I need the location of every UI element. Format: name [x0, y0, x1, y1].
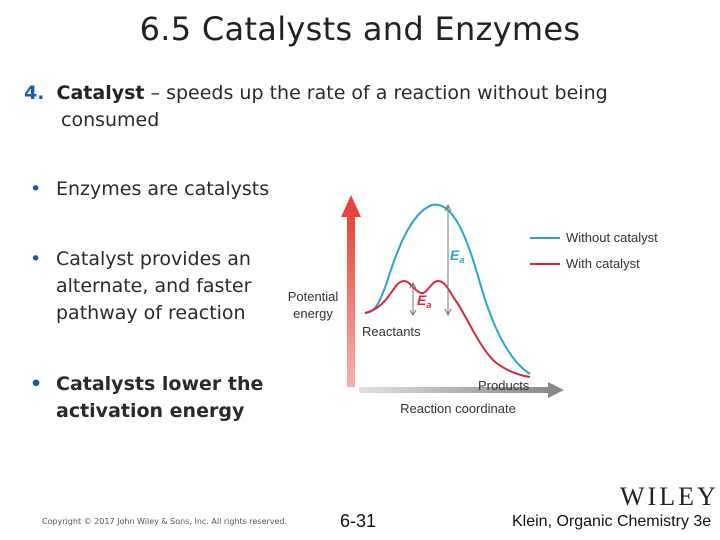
definition-line-1: 4. Catalyst – speeds up the rate of a re…	[24, 80, 664, 107]
definition-term: Catalyst	[56, 82, 145, 104]
definition-item: 4. Catalyst – speeds up the rate of a re…	[24, 80, 664, 134]
x-axis-arrowhead	[548, 382, 564, 398]
page-title: 6.5 Catalysts and Enzymes	[139, 10, 581, 48]
ea-arrowhead-top	[409, 282, 417, 289]
publisher-logo: WILEY	[620, 482, 719, 511]
bullet-text: Catalysts lower the	[56, 373, 264, 395]
legend-label-with: With catalyst	[566, 256, 640, 271]
energy-diagram: Potential energy Ea Ea Reactants Product…	[288, 195, 658, 416]
x-axis-label: Reaction coordinate	[400, 401, 516, 416]
page-number: 6-31	[340, 511, 377, 531]
curve-without-catalyst	[364, 203, 531, 375]
definition-text-1: – speeds up the rate of a reaction witho…	[144, 82, 608, 104]
curve-with-catalyst	[364, 279, 531, 378]
copyright-text: Copyright © 2017 John Wiley & Sons, Inc.…	[42, 517, 288, 526]
bullet-text: Enzymes are catalysts	[56, 178, 270, 200]
bullet-symbol: •	[30, 373, 43, 395]
bullet-text: alternate, and faster	[56, 275, 252, 297]
x-axis-bar	[359, 387, 549, 393]
bullet-symbol: •	[30, 178, 42, 200]
y-axis-bar	[347, 215, 355, 387]
bullet-symbol: •	[30, 248, 42, 270]
definition-text-2: consumed	[61, 109, 160, 131]
reactants-label: Reactants	[362, 324, 421, 339]
legend-label-without: Without catalyst	[566, 230, 658, 245]
bullet-text: Catalyst provides an	[56, 248, 251, 270]
ea-label-uncatalyzed: Ea	[450, 247, 464, 265]
list-number: 4.	[24, 82, 45, 104]
products-label: Products	[478, 378, 530, 393]
y-axis-label-line-1: Potential	[288, 289, 339, 304]
y-axis-label-line-2: energy	[293, 306, 333, 321]
y-axis-arrowhead	[341, 195, 361, 217]
ea-label-catalyzed: Ea	[417, 292, 431, 310]
ea-arrowhead-bottom	[444, 308, 452, 317]
bullet-item: • Enzymes are catalysts	[30, 176, 269, 203]
bullet-text: pathway of reaction	[56, 302, 246, 324]
ea-arrowhead-bottom	[409, 309, 417, 316]
book-citation: Klein, Organic Chemistry 3e	[512, 513, 712, 530]
bullet-text: activation energy	[56, 400, 245, 422]
bullet-item: • Catalyst provides an alternate, and fas…	[30, 246, 251, 327]
ea-arrowhead-top	[444, 203, 452, 212]
bullet-item: • Catalysts lower the activation energy	[30, 371, 263, 425]
